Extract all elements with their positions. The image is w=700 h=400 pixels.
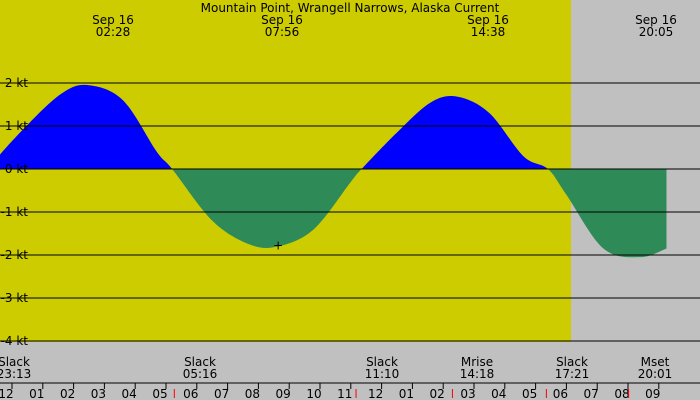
bottom-event-time: 11:10	[365, 367, 400, 381]
flood-area	[0, 84, 667, 169]
top-event-date: Sep 16	[92, 13, 134, 27]
bottom-event-time: 23:13	[0, 367, 31, 381]
x-tick-label: 08	[614, 387, 629, 400]
y-tick-label: 1 kt	[5, 119, 28, 133]
x-axis: 1112010203040506070809101112010203040506…	[0, 382, 700, 400]
bottom-event-label: Slack	[366, 355, 398, 369]
ebb-area	[0, 169, 667, 258]
y-tick-label: -2 kt	[1, 248, 29, 262]
x-tick-label: 03	[460, 387, 475, 400]
x-tick-label: 01	[29, 387, 44, 400]
bottom-event-time: 20:01	[638, 367, 673, 381]
x-tick-label: 12	[368, 387, 383, 400]
bottom-event-time: 17:21	[555, 367, 590, 381]
x-tick-label: 06	[183, 387, 198, 400]
x-tick-label: 03	[91, 387, 106, 400]
x-tick-label: 09	[645, 387, 660, 400]
bottom-event-label: Slack	[556, 355, 588, 369]
top-event-date: Sep 16	[635, 13, 677, 27]
x-tick-label: 02	[60, 387, 75, 400]
x-tick-label: 06	[553, 387, 568, 400]
top-event-time: 07:56	[265, 25, 300, 39]
y-tick-label: -3 kt	[1, 291, 29, 305]
bottom-event-time: 14:18	[460, 367, 495, 381]
marker-layer: +	[273, 239, 283, 253]
y-gridlines	[0, 82, 700, 342]
y-axis-labels: 2 kt 1 kt 0 kt -1 kt -2 kt -3 kt -4 kt	[1, 76, 29, 348]
x-tick-label: 02	[430, 387, 445, 400]
x-tick-label: 11	[337, 387, 352, 400]
x-tick-label: 04	[122, 387, 137, 400]
x-tick-label: 10	[306, 387, 321, 400]
x-tick-label: 07	[584, 387, 599, 400]
current-area	[0, 84, 667, 258]
bottom-event-label: Slack	[184, 355, 216, 369]
x-tick-label: 05	[522, 387, 537, 400]
top-event-time: 20:05	[639, 25, 674, 39]
top-event-date: Sep 16	[261, 13, 303, 27]
y-tick-label: 0 kt	[5, 162, 28, 176]
y-tick-label: -1 kt	[1, 205, 29, 219]
x-tick-label: 01	[399, 387, 414, 400]
top-event-date: Sep 16	[467, 13, 509, 27]
bottom-event-labels: Slack23:13Slack05:16Slack11:10Mrise14:18…	[0, 355, 672, 381]
chart-title: Mountain Point, Wrangell Narrows, Alaska…	[201, 1, 500, 15]
x-tick-label: 08	[245, 387, 260, 400]
x-tick-label: 12	[0, 387, 14, 400]
y-tick-label: 2 kt	[5, 76, 28, 90]
bottom-event-time: 05:16	[183, 367, 218, 381]
current-marker: +	[273, 239, 283, 253]
y-tick-label: -4 kt	[1, 334, 29, 348]
bottom-event-label: Mrise	[461, 355, 493, 369]
top-event-time: 14:38	[471, 25, 506, 39]
x-tick-label: 09	[276, 387, 291, 400]
x-tick-label: 04	[491, 387, 506, 400]
bottom-event-label: Slack	[0, 355, 30, 369]
x-tick-label: 07	[214, 387, 229, 400]
top-event-time: 02:28	[96, 25, 131, 39]
x-tick-label: 05	[152, 387, 167, 400]
bottom-event-label: Mset	[641, 355, 670, 369]
